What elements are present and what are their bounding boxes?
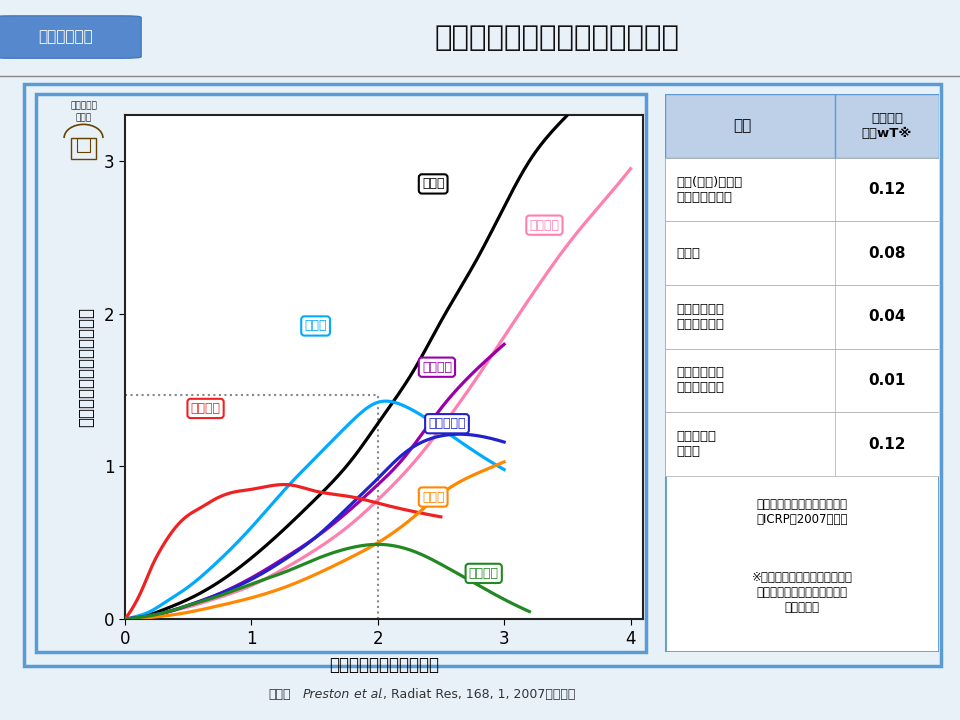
Text: 甲状腺がん: 甲状腺がん bbox=[428, 417, 466, 431]
Text: ., Radiat Res, 168, 1, 2007より作成: ., Radiat Res, 168, 1, 2007より作成 bbox=[379, 688, 576, 701]
Text: 0.01: 0.01 bbox=[868, 373, 905, 388]
Text: 肝臓がん: 肝臓がん bbox=[468, 567, 498, 580]
Text: 膀胱がん: 膀胱がん bbox=[190, 402, 221, 415]
Text: 0.12: 0.12 bbox=[868, 436, 905, 451]
Text: 組織: 組織 bbox=[732, 118, 751, 133]
Text: 膀胱、食道、
肝臓、甲状腺: 膀胱、食道、 肝臓、甲状腺 bbox=[676, 303, 724, 330]
Text: 結腸がん: 結腸がん bbox=[422, 361, 452, 374]
Text: 放射線感受性の高い組織・臓器: 放射線感受性の高い組織・臓器 bbox=[434, 24, 680, 52]
Text: 残りの組織
の合計: 残りの組織 の合計 bbox=[676, 430, 716, 458]
Text: データ: データ bbox=[76, 113, 91, 122]
Bar bbox=[665, 413, 939, 476]
Text: 胃がん: 胃がん bbox=[422, 490, 444, 503]
Text: 皮膚がん: 皮膚がん bbox=[529, 219, 560, 232]
FancyBboxPatch shape bbox=[665, 94, 939, 652]
Text: 出典：国際放射線防護委員会
（ICRP）2007年勧告: 出典：国際放射線防護委員会 （ICRP）2007年勧告 bbox=[756, 498, 848, 526]
Text: 骨表面、脳、
唾液腺、皮膚: 骨表面、脳、 唾液腺、皮膚 bbox=[676, 366, 724, 395]
Text: 組織加重
係数wT※: 組織加重 係数wT※ bbox=[862, 112, 912, 140]
X-axis label: 臓器吸収線量（グレイ）: 臓器吸収線量（グレイ） bbox=[329, 656, 439, 674]
Text: ※放射線による影響のリスクが
大きい臓器・組織ほど大きい
値になる。: ※放射線による影響のリスクが 大きい臓器・組織ほど大きい 値になる。 bbox=[752, 571, 852, 613]
Bar bbox=[665, 348, 939, 413]
FancyBboxPatch shape bbox=[0, 16, 141, 58]
Bar bbox=[78, 138, 89, 152]
Text: Preston: Preston bbox=[302, 688, 349, 701]
Text: 生殖腺: 生殖腺 bbox=[676, 247, 700, 260]
Bar bbox=[665, 94, 939, 158]
Bar bbox=[665, 158, 939, 221]
Text: 乳がん: 乳がん bbox=[422, 177, 444, 190]
Text: 出典：: 出典： bbox=[269, 688, 291, 701]
Bar bbox=[665, 285, 939, 348]
Y-axis label: がん発生の過剰相対リスク: がん発生の過剰相対リスク bbox=[78, 307, 95, 427]
Text: 肺がん: 肺がん bbox=[304, 320, 326, 333]
Text: 0.12: 0.12 bbox=[868, 182, 905, 197]
Bar bbox=[71, 138, 96, 158]
Text: 原爆被爆者: 原爆被爆者 bbox=[70, 102, 97, 110]
Text: 0.08: 0.08 bbox=[868, 246, 905, 261]
Bar bbox=[665, 221, 939, 285]
Text: がん・白血病: がん・白血病 bbox=[37, 29, 93, 44]
Text: 0.04: 0.04 bbox=[868, 310, 905, 324]
Text: et al: et al bbox=[350, 688, 382, 701]
Text: 骨髄(赤色)、胃、
肺、結腸、乳房: 骨髄(赤色)、胃、 肺、結腸、乳房 bbox=[676, 176, 742, 204]
